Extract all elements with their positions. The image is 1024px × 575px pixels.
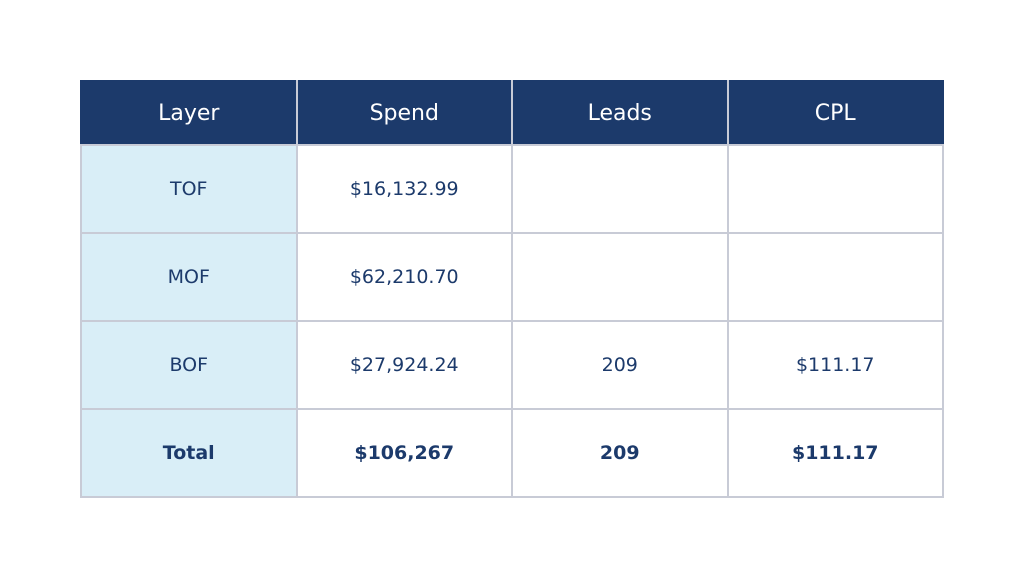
table-cell: $16,132.99 <box>295 144 513 234</box>
row-label-cell: MOF <box>80 232 298 322</box>
table-cell: 209 <box>511 320 729 410</box>
table-row: TOF $16,132.99 <box>80 144 944 234</box>
row-label-cell: Total <box>80 408 298 498</box>
table-cell <box>726 144 944 234</box>
header-row: Layer Spend Leads CPL <box>81 81 943 145</box>
table-cell: 209 <box>511 408 729 498</box>
table-row: Total $106,267 209 $111.17 <box>80 408 944 498</box>
row-label-cell: TOF <box>80 144 298 234</box>
table-row: MOF $62,210.70 <box>80 232 944 322</box>
table-cell: $27,924.24 <box>295 320 513 410</box>
table-row: BOF $27,924.24 209 $111.17 <box>80 320 944 410</box>
table-cell: $111.17 <box>726 408 944 498</box>
table-body: TOF $16,132.99 MOF $62,210.70 BOF $27,924.24 2… <box>80 144 944 498</box>
table-cell: $62,210.70 <box>295 232 513 322</box>
header-cell: Layer <box>81 81 297 145</box>
row-label-cell: BOF <box>80 320 298 410</box>
header-cell: CPL <box>726 81 943 145</box>
table-cell: $111.17 <box>726 320 944 410</box>
data-table: Layer Spend Leads CPL TOF $16,132.99 MOF $62,2… <box>80 80 944 498</box>
table-cell <box>511 144 729 234</box>
table-cell <box>511 232 729 322</box>
table-cell <box>726 232 944 322</box>
table-cell: $106,267 <box>295 408 513 498</box>
header-cell: Spend <box>295 81 512 145</box>
header-cell: Leads <box>511 81 728 145</box>
